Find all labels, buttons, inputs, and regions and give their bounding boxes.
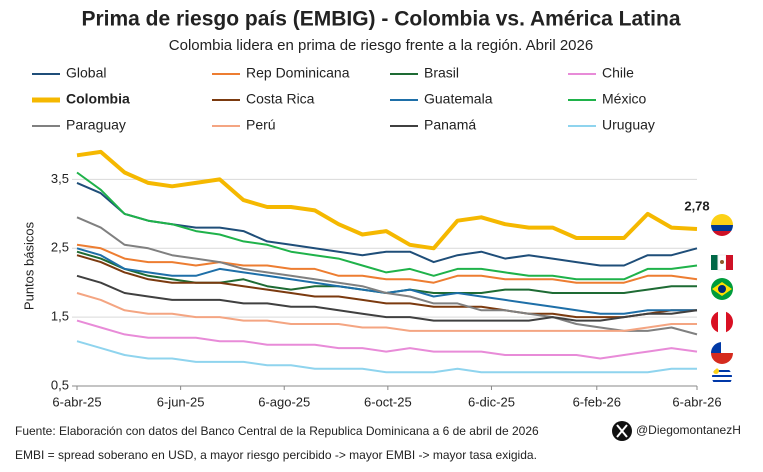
legend-label: Costa Rica [246,91,315,107]
legend-label: Paraguay [66,117,126,133]
flag-brasil [711,278,733,300]
series-line [76,254,697,319]
series-line [76,149,698,251]
flag-uruguay [712,367,732,387]
y-tick-label: 1,5 [51,309,69,324]
legend-label: Colombia [66,91,130,107]
x-tick-label: 6-abr-26 [672,394,721,409]
legend-label: México [602,91,647,107]
series-line [76,181,698,267]
note: EMBI = spread soberano en USD, a mayor r… [15,448,537,462]
x-tick-label: 6-dic-25 [468,394,515,409]
y-tick-label: 2,5 [51,240,69,255]
chart-subtitle: Colombia lidera en prima de riesgo frent… [169,37,593,54]
flag-mexico [711,254,733,271]
series-line [76,243,698,284]
y-axis-label: Puntos básicos [21,221,36,310]
legend-label: Uruguay [602,117,655,133]
flag-peru [711,311,733,333]
legend-label: Panamá [424,117,476,133]
legend-label: Brasil [424,65,459,81]
legend-label: Chile [602,65,634,81]
x-tick-label: 6-jun-25 [157,394,205,409]
flag-chile [711,342,733,364]
legend-label: Global [66,65,106,81]
y-tick-label: 0,5 [51,377,69,392]
series-line [76,319,698,360]
handle: @DiegomontanezH [636,423,741,437]
series-line [76,274,698,322]
x-tick-label: 6-ago-25 [258,394,310,409]
y-tick-label: 3,5 [51,171,69,186]
flag-colombia [711,214,733,236]
flags [711,214,733,387]
x-logo [612,421,632,441]
x-tick-label: 6-oct-25 [364,394,412,409]
source: Fuente: Elaboración con datos del Banco … [15,424,539,438]
annotation: 2,78 [684,198,709,213]
x-tick-label: 6-feb-26 [573,394,621,409]
series-line [76,292,697,332]
legend-label: Rep Dominicana [246,65,350,81]
legend-label: Perú [246,117,276,133]
x-tick-label: 6-abr-25 [52,394,101,409]
legend-label: Guatemala [424,91,493,107]
series-line [76,340,697,374]
series-line [76,216,698,336]
chart-title: Prima de riesgo país (EMBIG) - Colombia … [81,8,680,31]
series-line [76,171,698,281]
